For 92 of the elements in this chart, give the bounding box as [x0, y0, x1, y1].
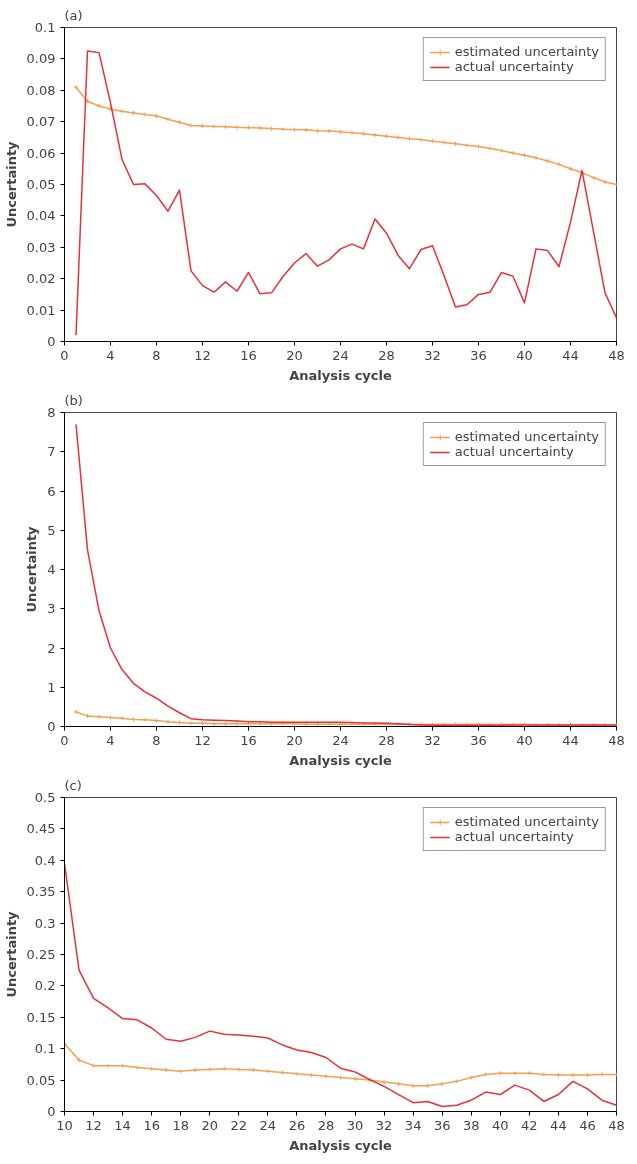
y-tick-label: 0	[47, 334, 56, 349]
x-tick-label: 4	[106, 347, 115, 363]
y-tick-label: 0.35	[26, 884, 56, 900]
x-tick-label: 34	[404, 1117, 422, 1133]
x-tick-label: 20	[286, 732, 303, 748]
y-tick-label: 0.04	[26, 208, 56, 224]
y-tick-label: 0.03	[26, 239, 56, 255]
y-tick-label: 0.45	[26, 821, 56, 837]
x-tick-label: 28	[378, 732, 395, 748]
y-tick-label: 0.05	[26, 1072, 56, 1088]
x-tick-label: 44	[550, 1117, 567, 1133]
x-tick-label: 42	[521, 1117, 538, 1133]
x-tick-label: 8	[152, 732, 161, 748]
y-tick-label: 3	[47, 601, 56, 617]
x-tick-label: 16	[240, 347, 257, 363]
x-tick-label: 12	[194, 347, 211, 363]
x-tick-label: 28	[317, 1117, 335, 1133]
x-axis-title: Analysis cycle	[289, 1137, 392, 1153]
y-tick-label: 0.09	[26, 51, 56, 67]
y-tick-label: 4	[47, 562, 56, 577]
x-tick-label: 48	[608, 732, 625, 748]
legend-label: actual uncertainty	[454, 829, 574, 844]
x-tick-label: 36	[433, 1117, 451, 1133]
x-tick-label: 26	[288, 1117, 306, 1133]
x-tick-label: 36	[470, 347, 487, 363]
x-tick-label: 20	[201, 1117, 219, 1133]
x-tick-label: 48	[608, 1117, 625, 1133]
chart-title: (a)	[64, 7, 83, 23]
x-tick-label: 24	[259, 1117, 277, 1133]
y-tick-label: 0.2	[34, 978, 56, 994]
y-tick-label: 0.3	[34, 915, 56, 931]
y-tick-label: 0.02	[26, 271, 56, 287]
chart-title: (c)	[64, 777, 82, 793]
y-tick-label: 0.06	[26, 145, 56, 161]
y-tick-label: 0.07	[26, 114, 56, 130]
x-axis-title: Analysis cycle	[289, 752, 392, 768]
x-tick-label: 44	[562, 347, 579, 363]
y-tick-label: 0.05	[26, 177, 56, 192]
y-tick-label: 6	[47, 483, 56, 499]
x-tick-label: 44	[562, 732, 579, 748]
x-tick-label: 32	[424, 347, 441, 363]
x-tick-label: 16	[143, 1117, 160, 1133]
y-tick-label: 0.08	[26, 82, 56, 98]
y-tick-label: 1	[47, 679, 56, 695]
chart-title: (b)	[64, 392, 83, 408]
y-tick-label: 0	[47, 719, 56, 734]
y-tick-label: 0.25	[26, 947, 56, 962]
y-tick-label: 0.1	[34, 1041, 56, 1057]
y-axis-title: Uncertainty	[24, 525, 40, 613]
y-axis-title: Uncertainty	[3, 140, 19, 228]
y-axis-title: Uncertainty	[3, 910, 19, 998]
x-tick-label: 32	[424, 732, 441, 748]
x-tick-label: 0	[60, 347, 69, 363]
x-tick-label: 0	[60, 732, 69, 748]
x-tick-label: 40	[516, 347, 533, 363]
x-tick-label: 30	[346, 1117, 364, 1133]
x-tick-label: 20	[286, 347, 303, 363]
x-tick-label: 18	[172, 1117, 189, 1133]
x-tick-label: 48	[608, 347, 625, 363]
x-tick-label: 16	[240, 732, 257, 748]
x-tick-label: 24	[332, 347, 349, 363]
x-tick-label: 28	[378, 347, 395, 363]
y-tick-label: 0.01	[26, 302, 56, 318]
x-tick-label: 40	[492, 1117, 509, 1133]
x-tick-label: 38	[462, 1117, 480, 1133]
y-tick-label: 5	[47, 522, 56, 538]
x-tick-label: 36	[470, 732, 487, 748]
x-tick-label: 4	[106, 732, 115, 748]
y-tick-label: 2	[47, 640, 56, 656]
x-tick-label: 12	[194, 732, 211, 748]
legend-label: actual uncertainty	[454, 59, 574, 74]
x-tick-label: 8	[152, 347, 161, 363]
y-tick-label: 0.1	[34, 20, 56, 35]
legend-label: estimated uncertainty	[454, 429, 599, 444]
x-tick-label: 40	[516, 732, 533, 748]
x-tick-label: 32	[375, 1117, 393, 1133]
legend-label: estimated uncertainty	[454, 44, 599, 59]
y-tick-label: 0.5	[34, 790, 56, 805]
y-tick-label: 0	[47, 1104, 56, 1119]
x-tick-label: 24	[332, 732, 349, 748]
x-tick-label: 14	[114, 1117, 131, 1133]
x-tick-label: 22	[230, 1117, 248, 1133]
legend-label: estimated uncertainty	[454, 814, 599, 829]
x-tick-label: 46	[579, 1117, 596, 1133]
y-tick-label: 0.4	[34, 852, 56, 868]
legend-label: actual uncertainty	[454, 444, 574, 459]
y-tick-label: 0.15	[26, 1009, 56, 1025]
x-axis-title: Analysis cycle	[289, 367, 392, 383]
x-tick-label: 10	[56, 1117, 73, 1133]
y-tick-label: 7	[47, 444, 56, 460]
x-tick-label: 12	[85, 1117, 102, 1133]
y-tick-label: 8	[47, 405, 56, 420]
